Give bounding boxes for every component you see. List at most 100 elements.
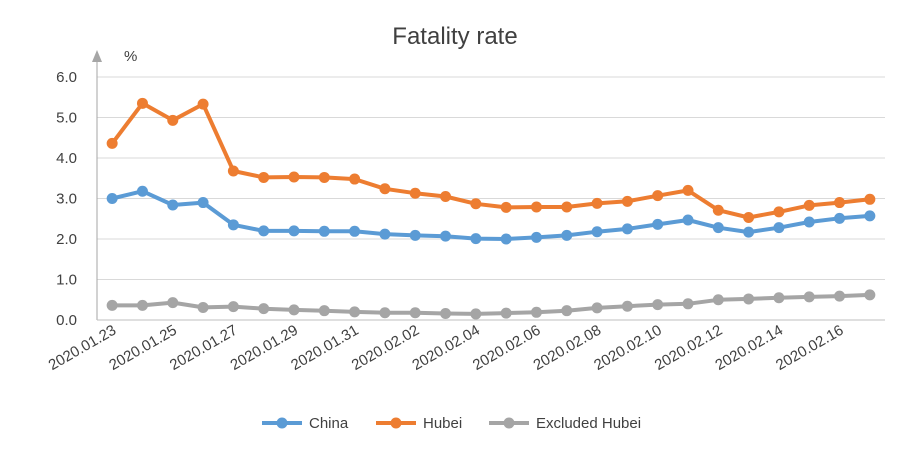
series [106, 97, 876, 320]
data-point-excluded-hubei [864, 289, 876, 301]
data-point-china [500, 233, 512, 245]
x-tick-labels: 2020.01.232020.01.252020.01.272020.01.29… [46, 322, 847, 374]
data-point-hubei [409, 187, 421, 199]
legend-item-china: China [262, 415, 349, 432]
legend-label: China [309, 415, 349, 432]
data-point-china [258, 225, 270, 237]
data-point-excluded-hubei [258, 303, 270, 315]
data-point-excluded-hubei [197, 301, 209, 313]
data-point-hubei [500, 201, 512, 213]
x-tick-label: 2020.02.12 [652, 322, 726, 374]
data-point-china [864, 210, 876, 222]
series-line-hubei [110, 101, 872, 220]
data-point-hubei [379, 183, 391, 195]
data-point-hubei [258, 171, 270, 183]
data-point-hubei [227, 165, 239, 177]
legend-marker-icon [276, 417, 288, 429]
series-excluded-hubei [106, 289, 876, 320]
data-point-china [682, 214, 694, 226]
data-point-hubei [834, 197, 846, 209]
data-point-excluded-hubei [561, 305, 573, 317]
data-point-china [379, 228, 391, 240]
data-point-china [530, 231, 542, 243]
data-point-china [409, 229, 421, 241]
data-point-china [197, 197, 209, 209]
x-tick-label: 2020.01.31 [288, 322, 362, 374]
y-tick-label: 1.0 [56, 272, 77, 289]
y-tick-label: 2.0 [56, 231, 77, 248]
y-axis-unit-label: % [124, 48, 137, 65]
data-point-china [803, 216, 815, 228]
legend: China Hubei Excluded Hubei [262, 415, 641, 432]
data-point-excluded-hubei [773, 292, 785, 304]
data-point-excluded-hubei [470, 308, 482, 320]
data-point-hubei [167, 114, 179, 126]
data-point-hubei [318, 171, 330, 183]
data-point-china [288, 225, 300, 237]
series-china [106, 185, 876, 245]
data-point-hubei [470, 198, 482, 210]
data-point-hubei [136, 97, 148, 109]
data-point-hubei [652, 190, 664, 202]
data-point-hubei [682, 184, 694, 196]
legend-label: Excluded Hubei [536, 415, 641, 432]
data-point-excluded-hubei [409, 307, 421, 319]
x-tick-label: 2020.02.16 [773, 322, 847, 374]
data-point-hubei [561, 201, 573, 213]
data-point-hubei [621, 195, 633, 207]
data-point-excluded-hubei [227, 301, 239, 313]
data-point-excluded-hubei [349, 306, 361, 318]
data-point-hubei [712, 204, 724, 216]
data-point-china [712, 222, 724, 234]
y-tick-label: 5.0 [56, 110, 77, 127]
legend-label: Hubei [423, 415, 462, 432]
data-point-excluded-hubei [136, 299, 148, 311]
data-point-china [621, 223, 633, 235]
x-tick-label: 2020.01.23 [46, 322, 120, 374]
data-point-excluded-hubei [440, 308, 452, 320]
data-point-excluded-hubei [106, 299, 118, 311]
data-point-hubei [773, 206, 785, 218]
y-tick-labels: 0.0 1.0 2.0 3.0 4.0 5.0 6.0 [56, 69, 77, 329]
data-point-excluded-hubei [591, 302, 603, 314]
legend-marker-icon [503, 417, 515, 429]
x-tick-label: 2020.01.29 [227, 322, 301, 374]
data-point-china [318, 225, 330, 237]
data-point-excluded-hubei [379, 307, 391, 319]
chart-title: Fatality rate [392, 23, 517, 50]
data-point-china [349, 225, 361, 237]
data-point-excluded-hubei [530, 306, 542, 318]
data-point-excluded-hubei [621, 300, 633, 312]
data-point-hubei [106, 137, 118, 149]
data-point-china [561, 229, 573, 241]
y-tick-label: 4.0 [56, 150, 77, 167]
y-tick-label: 3.0 [56, 191, 77, 208]
data-point-china [106, 193, 118, 204]
x-tick-label: 2020.02.10 [591, 322, 665, 374]
axes: % [92, 48, 885, 321]
gridlines [97, 76, 885, 280]
data-point-china [136, 185, 148, 197]
data-point-hubei [440, 190, 452, 202]
legend-item-hubei: Hubei [376, 415, 462, 432]
x-tick-label: 2020.02.06 [470, 322, 544, 374]
data-point-excluded-hubei [167, 297, 179, 309]
data-point-china [591, 226, 603, 238]
data-point-china [470, 233, 482, 245]
data-point-excluded-hubei [712, 294, 724, 306]
data-point-hubei [591, 197, 603, 209]
data-point-hubei [530, 201, 542, 213]
x-tick-label: 2020.01.27 [167, 322, 241, 374]
data-point-china [773, 222, 785, 234]
data-point-china [167, 199, 179, 211]
data-point-excluded-hubei [834, 290, 846, 302]
data-point-hubei [349, 173, 361, 185]
data-point-excluded-hubei [803, 291, 815, 303]
data-point-excluded-hubei [288, 304, 300, 316]
data-point-excluded-hubei [500, 307, 512, 319]
x-tick-label: 2020.02.14 [712, 322, 786, 374]
x-tick-label: 2020.02.02 [349, 322, 423, 374]
data-point-excluded-hubei [682, 298, 694, 310]
data-point-hubei [288, 171, 300, 183]
